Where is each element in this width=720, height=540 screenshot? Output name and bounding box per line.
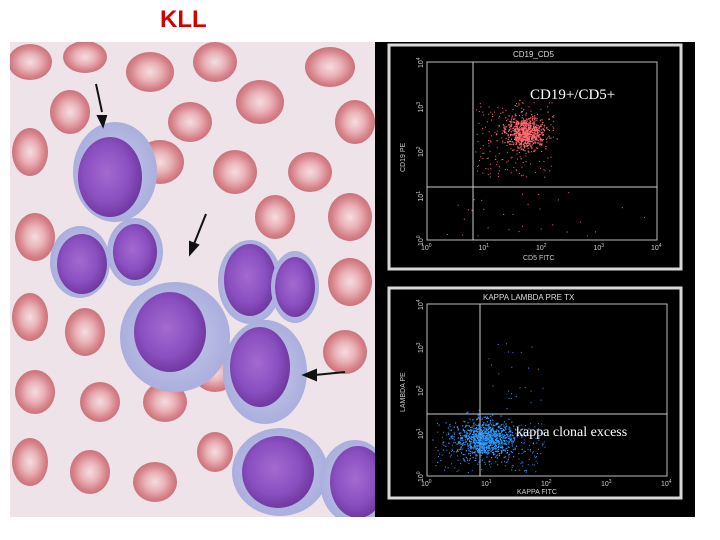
x-tick-label: 100 — [421, 243, 432, 252]
arrow-down-icon — [95, 83, 103, 113]
x-tick-label: 104 — [661, 479, 672, 488]
slide-title: KLL — [160, 6, 207, 33]
arrowhead-icon — [189, 240, 200, 257]
plot-cd19-cd5: CD19_CD5 CD19+/CD5+ CD19 PE CD5 FITC 100… — [387, 43, 683, 271]
dotcloud-blue — [432, 343, 546, 473]
plot-header: CD19_CD5 — [513, 50, 554, 59]
y-axis-label: CD19 PE — [400, 142, 407, 172]
x-tick-label: 104 — [651, 243, 662, 252]
y-tick-label: 101 — [416, 191, 425, 202]
y-tick-label: 102 — [416, 385, 425, 396]
x-tick-label: 102 — [541, 479, 552, 488]
arrowhead-icon — [96, 115, 108, 129]
x-axis-label: CD5 FITC — [523, 255, 555, 262]
arrow-down-left-icon — [193, 213, 207, 245]
x-tick-label: 103 — [594, 243, 605, 252]
x-axis-label: KAPPA FITC — [517, 489, 557, 496]
x-tick-label: 102 — [536, 243, 547, 252]
annotation-text: kappa clonal excess — [516, 425, 627, 440]
plot-kappa-lambda: KAPPA LAMBDA PRE TX kappa clonal excess … — [387, 286, 683, 500]
y-tick-label: 103 — [416, 102, 425, 113]
y-axis-label: LAMBDA PE — [400, 372, 407, 412]
dotcloud-red — [446, 99, 645, 237]
y-tick-label: 102 — [416, 146, 425, 157]
x-tick-label: 101 — [479, 243, 490, 252]
x-tick-label: 101 — [481, 479, 492, 488]
arrowhead-icon — [301, 368, 317, 382]
flow-cytometry-panel: CD19_CD5 CD19+/CD5+ CD19 PE CD5 FITC 100… — [375, 42, 695, 517]
arrow-left-icon — [314, 371, 346, 376]
y-tick-label: 104 — [416, 299, 425, 310]
y-tick-label: 101 — [416, 428, 425, 439]
y-tick-label: 103 — [416, 342, 425, 353]
annotation-text: CD19+/CD5+ — [530, 87, 615, 103]
y-tick-label: 100 — [416, 471, 425, 482]
y-tick-label: 100 — [416, 235, 425, 246]
blood-smear-micrograph-icon — [10, 42, 375, 517]
x-tick-label: 103 — [601, 479, 612, 488]
y-tick-label: 104 — [416, 57, 425, 68]
flow-cytometry-plots: CD19_CD5 CD19+/CD5+ CD19 PE CD5 FITC 100… — [387, 43, 683, 500]
plot-header: KAPPA LAMBDA PRE TX — [483, 293, 575, 302]
x-tick-label: 100 — [421, 479, 432, 488]
blood-smear-image — [10, 42, 375, 517]
